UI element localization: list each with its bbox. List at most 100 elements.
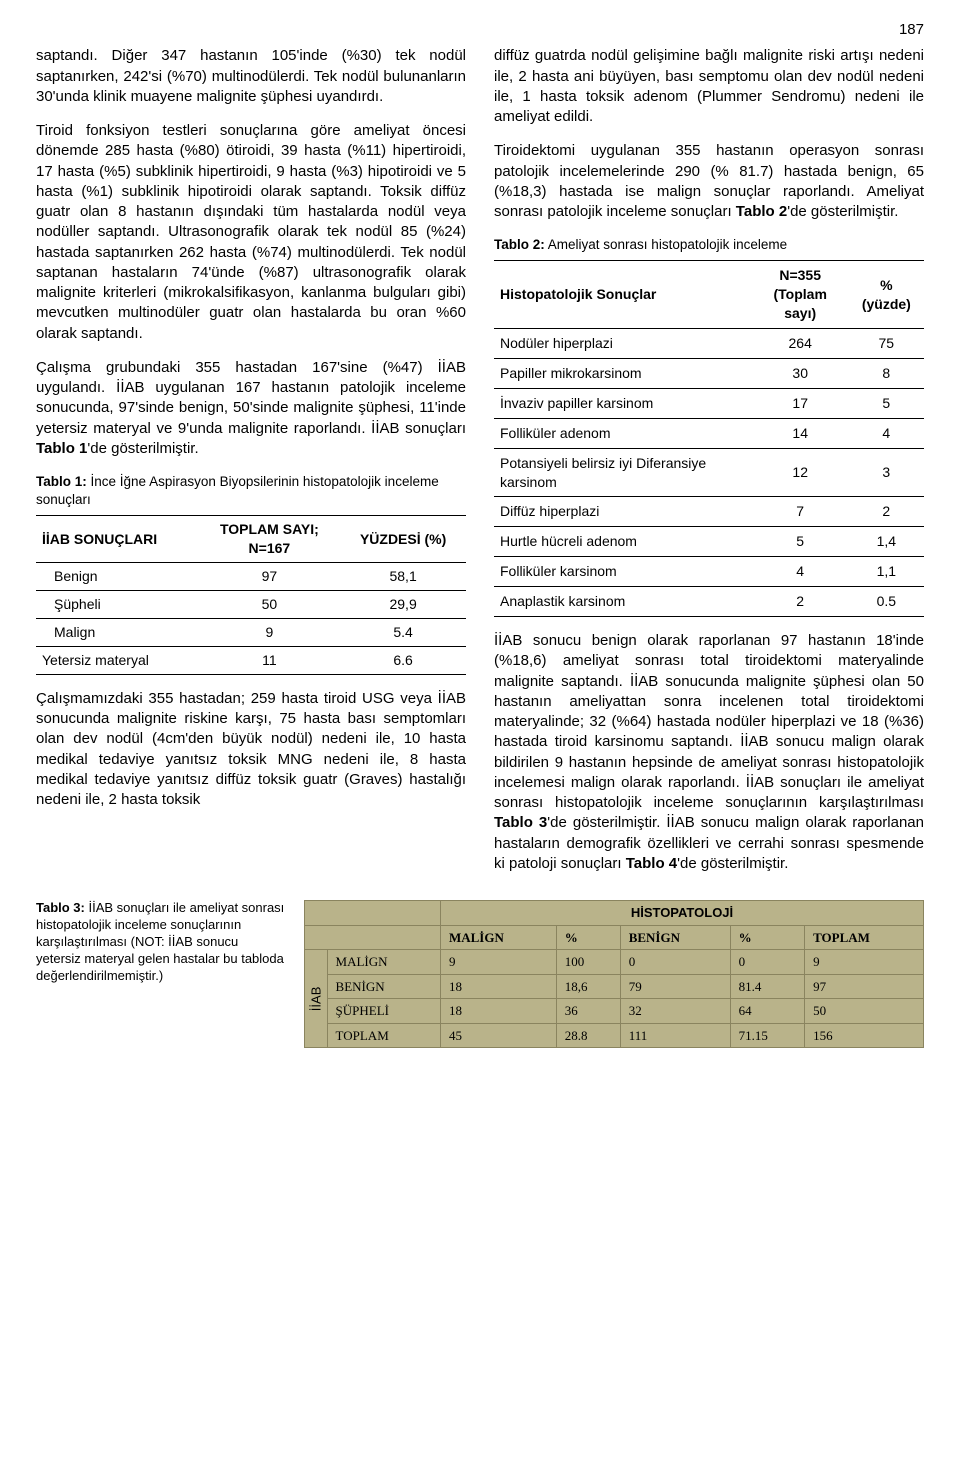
- table-row: Hurtle hücreli adenom51,4: [494, 527, 924, 557]
- t3-rowlabel: TOPLAM: [327, 1023, 440, 1048]
- t2-cell: 30: [752, 359, 849, 389]
- t3-cell: 100: [556, 950, 620, 975]
- table-row: Yetersiz materyal 11 6.6: [36, 646, 466, 674]
- t1-cell: 5.4: [340, 619, 466, 647]
- t1-cell: Yetersiz materyal: [36, 646, 199, 674]
- t2-cell: Folliküler karsinom: [494, 557, 752, 587]
- t3-cell: 50: [805, 999, 924, 1024]
- t3-rowlabel: BENİGN: [327, 974, 440, 999]
- t2-cell: İnvaziv papiller karsinom: [494, 388, 752, 418]
- t3-cell: 156: [805, 1023, 924, 1048]
- tablo1-ref: Tablo 1: [36, 440, 87, 457]
- t1-cell: Malign: [36, 619, 199, 647]
- t2-cell: 8: [849, 359, 924, 389]
- t2-cell: 1,4: [849, 527, 924, 557]
- right-p2: Tiroidektomi uygulanan 355 hastanın oper…: [494, 141, 924, 222]
- tablo2-ref: Tablo 2: [736, 203, 787, 220]
- tablo4-ref: Tablo 4: [626, 855, 677, 872]
- left-column: saptandı. Diğer 347 hastanın 105'inde (%…: [36, 46, 466, 874]
- t2-cell: 2: [849, 497, 924, 527]
- tablo3-caption: Tablo 3: İİAB sonuçları ile ameliyat son…: [36, 900, 286, 984]
- right-p1: diffüz guatrda nodül gelişimine bağlı ma…: [494, 46, 924, 127]
- t2-cell: 2: [752, 587, 849, 617]
- t2-cell: 12: [752, 448, 849, 497]
- t3-cell: 36: [556, 999, 620, 1024]
- t2-cell: Nodüler hiperplazi: [494, 329, 752, 359]
- tablo1-caption: Tablo 1: İnce İğne Aspirasyon Biyopsiler…: [36, 473, 466, 509]
- t3-cell: 9: [805, 950, 924, 975]
- tablo3-section: Tablo 3: İİAB sonuçları ile ameliyat son…: [36, 900, 924, 1048]
- t2-h3: % (yüzde): [849, 261, 924, 329]
- table-row: Papiller mikrokarsinom308: [494, 359, 924, 389]
- t3-cell: 111: [620, 1023, 730, 1048]
- t3-cell: 18: [440, 999, 556, 1024]
- two-column-layout: saptandı. Diğer 347 hastanın 105'inde (%…: [36, 46, 924, 874]
- t1-h3: YÜZDESİ (%): [340, 516, 466, 563]
- table-row: Benign 97 58,1: [36, 563, 466, 591]
- t3-cell: 81.4: [730, 974, 804, 999]
- table-row: ŞÜPHELİ 18 36 32 64 50: [305, 999, 924, 1024]
- t2-cell: 17: [752, 388, 849, 418]
- tablo2-caption: Tablo 2: Ameliyat sonrası histopatolojik…: [494, 236, 924, 254]
- t3-rowlabel: MALİGN: [327, 950, 440, 975]
- table-row: Diffüz hiperplazi72: [494, 497, 924, 527]
- t2-cell: 4: [752, 557, 849, 587]
- tablo1-caption-lead: Tablo 1:: [36, 474, 87, 489]
- t3-col: TOPLAM: [805, 925, 924, 950]
- t1-h2: TOPLAM SAYI; N=167: [199, 516, 341, 563]
- t2-cell: 75: [849, 329, 924, 359]
- t3-cell: 71.15: [730, 1023, 804, 1048]
- t3-top-group: HİSTOPATOLOJİ: [440, 901, 923, 926]
- tablo3-caption-lead: Tablo 3:: [36, 900, 85, 915]
- t2-cell: 4: [849, 418, 924, 448]
- t3-cell: 64: [730, 999, 804, 1024]
- t3-cell: 0: [620, 950, 730, 975]
- left-p3a: Çalışma grubundaki 355 hastadan 167'sine…: [36, 359, 466, 437]
- t3-cell: 18: [440, 974, 556, 999]
- right-p2c: 'de gösterilmiştir.: [787, 203, 898, 220]
- t1-cell: 58,1: [340, 563, 466, 591]
- table-row: Malign 9 5.4: [36, 619, 466, 647]
- page-number: 187: [36, 20, 924, 40]
- t3-cell: 9: [440, 950, 556, 975]
- tablo2-caption-lead: Tablo 2:: [494, 237, 545, 252]
- t1-cell: 11: [199, 646, 341, 674]
- t2-cell: 0.5: [849, 587, 924, 617]
- t3-col: %: [730, 925, 804, 950]
- t2-cell: 5: [752, 527, 849, 557]
- tablo2: Histopatolojik Sonuçlar N=355 (Toplam sa…: [494, 260, 924, 617]
- t3-cell: 97: [805, 974, 924, 999]
- table-row: Nodüler hiperplazi26475: [494, 329, 924, 359]
- table-row: Folliküler karsinom41,1: [494, 557, 924, 587]
- t2-cell: 3: [849, 448, 924, 497]
- t2-cell: Potansiyeli belirsiz iyi Diferansiye kar…: [494, 448, 752, 497]
- table-row: Şüpheli 50 29,9: [36, 591, 466, 619]
- t1-cell: Şüpheli: [36, 591, 199, 619]
- table-row: BENİGN 18 18,6 79 81.4 97: [305, 974, 924, 999]
- t2-cell: Papiller mikrokarsinom: [494, 359, 752, 389]
- tablo1: İİAB SONUÇLARI TOPLAM SAYI; N=167 YÜZDES…: [36, 515, 466, 674]
- t3-corner: [305, 901, 441, 926]
- t2-cell: 7: [752, 497, 849, 527]
- table-row: Potansiyeli belirsiz iyi Diferansiye kar…: [494, 448, 924, 497]
- tablo3-ref: Tablo 3: [494, 814, 547, 831]
- left-p2: Tiroid fonksiyon testleri sonuçlarına gö…: [36, 121, 466, 344]
- right-p3e: 'de gösterilmiştir.: [677, 855, 788, 872]
- t3-cell: 0: [730, 950, 804, 975]
- t2-cell: 5: [849, 388, 924, 418]
- t3-col: %: [556, 925, 620, 950]
- t1-h1: İİAB SONUÇLARI: [36, 516, 199, 563]
- t1-cell: 50: [199, 591, 341, 619]
- t3-col: MALİGN: [440, 925, 556, 950]
- t2-cell: 1,1: [849, 557, 924, 587]
- tablo2-caption-rest: Ameliyat sonrası histopatolojik inceleme: [545, 237, 787, 252]
- t3-rowlabel: ŞÜPHELİ: [327, 999, 440, 1024]
- t1-cell: 97: [199, 563, 341, 591]
- t3-side-group: İİAB: [305, 950, 328, 1048]
- t1-cell: 29,9: [340, 591, 466, 619]
- t1-cell: 9: [199, 619, 341, 647]
- table-row: TOPLAM 45 28.8 111 71.15 156: [305, 1023, 924, 1048]
- t3-cell: 45: [440, 1023, 556, 1048]
- t3-cell: 79: [620, 974, 730, 999]
- t2-h1: Histopatolojik Sonuçlar: [494, 261, 752, 329]
